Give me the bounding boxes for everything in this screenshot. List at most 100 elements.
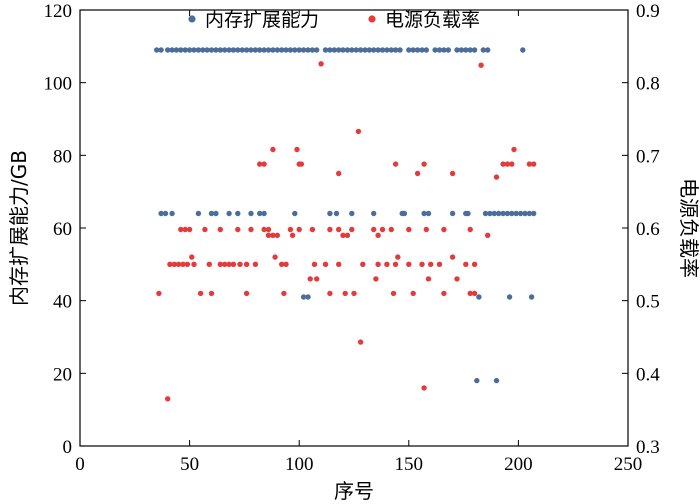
power-load-point bbox=[237, 261, 243, 267]
power-load-point bbox=[309, 226, 316, 233]
memory-point bbox=[366, 47, 372, 53]
y-right-tick-label: 0.5 bbox=[636, 292, 660, 313]
memory-point bbox=[178, 47, 184, 53]
memory-point bbox=[476, 294, 482, 300]
power-load-point bbox=[270, 146, 276, 153]
power-load-point bbox=[467, 290, 473, 297]
x-axis-title: 序号 bbox=[334, 479, 374, 503]
power-load-point bbox=[395, 254, 401, 260]
power-load-point bbox=[467, 226, 473, 233]
power-load-point bbox=[252, 261, 259, 267]
power-load-point bbox=[189, 254, 195, 260]
legend-label-memory: 内存扩展能力 bbox=[205, 9, 319, 31]
memory-point bbox=[292, 47, 298, 53]
power-load-point bbox=[235, 226, 241, 233]
y-right-tick-label: 0.6 bbox=[636, 219, 660, 240]
power-load-point bbox=[217, 261, 223, 267]
memory-point bbox=[517, 210, 524, 217]
power-load-point bbox=[436, 261, 443, 267]
memory-point bbox=[257, 47, 263, 53]
power-load-point bbox=[351, 290, 357, 297]
memory-point bbox=[419, 47, 425, 53]
memory-point bbox=[226, 47, 232, 53]
x-tick-label: 50 bbox=[180, 454, 199, 475]
memory-point bbox=[261, 210, 267, 217]
memory-point bbox=[401, 210, 408, 217]
memory-point bbox=[528, 294, 535, 300]
power-load-point bbox=[281, 290, 287, 297]
memory-point bbox=[344, 47, 351, 53]
power-load-point bbox=[327, 226, 333, 233]
y-left-tick-label: 100 bbox=[44, 74, 73, 95]
power-load-point bbox=[344, 232, 351, 238]
power-load-point bbox=[298, 161, 305, 167]
y-right-tick-label: 0.7 bbox=[636, 146, 660, 167]
memory-point bbox=[195, 210, 202, 217]
memory-point bbox=[331, 47, 337, 53]
power-load-point bbox=[471, 261, 478, 267]
memory-point bbox=[248, 210, 254, 217]
memory-point bbox=[217, 47, 223, 53]
memory-point bbox=[406, 47, 412, 53]
memory-point bbox=[235, 47, 241, 53]
power-load-point bbox=[511, 146, 517, 153]
memory-point bbox=[305, 294, 311, 300]
power-load-point bbox=[478, 62, 484, 68]
memory-point bbox=[371, 210, 377, 217]
memory-point bbox=[208, 47, 215, 53]
power-load-point bbox=[336, 170, 342, 177]
power-load-point bbox=[186, 226, 193, 233]
power-load-point bbox=[294, 146, 300, 153]
power-load-point bbox=[371, 226, 377, 233]
power-load-point bbox=[270, 232, 276, 238]
memory-point bbox=[169, 47, 175, 53]
memory-point bbox=[186, 47, 193, 53]
memory-point bbox=[322, 47, 329, 53]
power-load-point bbox=[336, 261, 342, 267]
power-load-point bbox=[289, 232, 296, 238]
power-load-point bbox=[421, 385, 427, 391]
power-load-point bbox=[318, 61, 324, 67]
memory-point bbox=[500, 210, 506, 217]
data-points bbox=[154, 47, 537, 402]
power-load-point bbox=[327, 290, 333, 297]
legend-marker-power bbox=[368, 15, 376, 23]
memory-point bbox=[445, 47, 451, 53]
power-load-point bbox=[322, 261, 329, 267]
power-load-point bbox=[423, 226, 429, 233]
memory-point bbox=[173, 47, 180, 53]
memory-point bbox=[305, 47, 311, 53]
power-load-point bbox=[349, 226, 355, 233]
memory-point bbox=[327, 210, 333, 217]
memory-point bbox=[421, 210, 427, 217]
memory-point bbox=[436, 47, 443, 53]
y-left-tick-label: 60 bbox=[53, 219, 72, 240]
power-load-point bbox=[375, 232, 381, 238]
power-load-point bbox=[504, 161, 511, 167]
power-load-point bbox=[449, 254, 456, 260]
power-load-point bbox=[342, 290, 348, 297]
memory-point bbox=[397, 47, 403, 53]
memory-point bbox=[379, 47, 386, 53]
memory-point bbox=[336, 47, 342, 53]
power-load-point bbox=[261, 161, 267, 167]
x-tick-label: 250 bbox=[614, 454, 643, 475]
power-load-point bbox=[441, 226, 447, 233]
memory-point bbox=[384, 47, 390, 53]
memory-point bbox=[182, 47, 188, 53]
power-load-point bbox=[384, 261, 390, 267]
power-load-point bbox=[178, 226, 184, 233]
y-right-tick-label: 0.3 bbox=[636, 437, 660, 458]
memory-point bbox=[425, 210, 432, 217]
memory-point bbox=[388, 47, 394, 53]
power-load-point bbox=[410, 290, 416, 297]
power-load-point bbox=[414, 170, 421, 177]
memory-point bbox=[362, 47, 368, 53]
memory-point bbox=[485, 47, 491, 53]
x-tick-label: 100 bbox=[285, 454, 314, 475]
chart-legend: 内存扩展能力 电源负载率 bbox=[188, 9, 480, 31]
memory-point bbox=[248, 47, 254, 53]
power-load-point bbox=[406, 226, 412, 233]
memory-point bbox=[432, 47, 438, 53]
x-tick-label: 150 bbox=[395, 454, 424, 475]
